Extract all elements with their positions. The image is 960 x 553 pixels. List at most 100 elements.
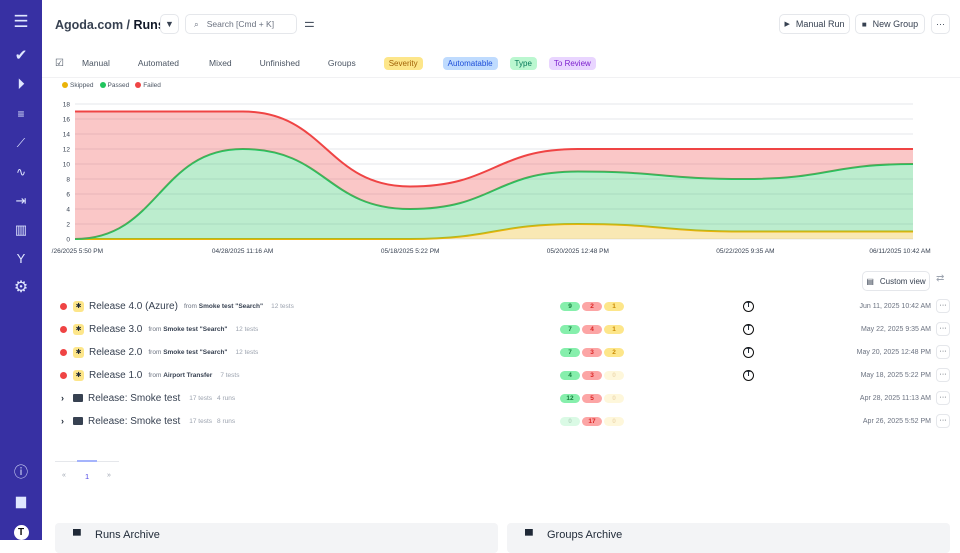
- chevron-right-icon[interactable]: ›: [61, 416, 64, 426]
- run-name[interactable]: Release 3.0: [89, 324, 142, 335]
- groups-archive-card[interactable]: ▀ Groups Archive: [507, 523, 950, 553]
- from-label: from: [148, 372, 161, 379]
- row-more-button[interactable]: ···: [936, 414, 950, 428]
- skipped-badge: 0: [604, 394, 624, 403]
- y-tick-label: 0: [66, 237, 70, 244]
- passed-badge: 7: [560, 348, 580, 357]
- view-icon: ▤: [866, 277, 874, 286]
- chevron-right-icon[interactable]: ›: [61, 393, 64, 403]
- assignee-avatar: T: [743, 370, 754, 381]
- avatar[interactable]: T: [0, 521, 42, 541]
- help-icon[interactable]: ⓘ: [0, 462, 42, 482]
- pagination-next[interactable]: »: [107, 472, 111, 479]
- run-source: Smoke test "Search": [163, 326, 227, 333]
- from-label: from: [148, 326, 161, 333]
- run-source: Smoke test "Search": [163, 349, 227, 356]
- y-tick-label: 10: [63, 162, 71, 169]
- failed-badge: 5: [582, 394, 602, 403]
- row-more-button[interactable]: ···: [936, 322, 950, 336]
- pagination-prev[interactable]: «: [62, 472, 66, 479]
- run-source: Smoke test "Search": [199, 303, 263, 310]
- row-more-button[interactable]: ···: [936, 299, 950, 313]
- groups-archive-label: Groups Archive: [547, 529, 622, 541]
- group-date: Apr 28, 2025 11:13 AM: [860, 395, 931, 402]
- skipped-badge: 0: [604, 417, 624, 426]
- x-tick-label: 04/28/2025 11:16 AM: [212, 248, 273, 255]
- run-date: May 20, 2025 12:48 PM: [857, 349, 931, 356]
- row-more-button[interactable]: ···: [936, 391, 950, 405]
- y-tick-label: 4: [66, 207, 70, 214]
- y-tick-label: 16: [63, 117, 71, 124]
- run-count: 8 runs: [217, 418, 235, 425]
- archive-icon: ▀: [73, 530, 81, 542]
- x-tick-label: 06/11/2025 10:42 AM: [869, 248, 930, 255]
- skipped-badge: 1: [604, 325, 624, 334]
- custom-view-button[interactable]: ▤ Custom view: [862, 271, 930, 291]
- run-date: Jun 11, 2025 10:42 AM: [860, 303, 931, 310]
- skipped-badge: 0: [604, 371, 624, 380]
- failed-status-icon: [60, 349, 67, 356]
- run-name[interactable]: Release 1.0: [89, 370, 142, 381]
- folder-icon[interactable]: ▆: [0, 491, 42, 511]
- y-tick-label: 6: [66, 192, 70, 199]
- passed-badge: 7: [560, 325, 580, 334]
- gear-icon[interactable]: ⚙: [0, 278, 42, 298]
- folder-icon: [73, 394, 83, 402]
- pagination-page[interactable]: 1: [85, 472, 89, 481]
- run-row[interactable]: ✱ Release 4.0 (Azure) from Smoke test "Sea…: [55, 295, 950, 317]
- x-tick-label: 05/22/2025 9:35 AM: [716, 248, 774, 255]
- failed-badge: 3: [582, 348, 602, 357]
- assignee-avatar: T: [743, 347, 754, 358]
- failed-status-icon: [60, 303, 67, 310]
- test-count: 17 tests: [189, 418, 212, 425]
- x-tick-label: /26/2025 5:50 PM: [52, 248, 103, 255]
- row-more-button[interactable]: ···: [936, 345, 950, 359]
- manual-run-icon: ✱: [73, 301, 84, 312]
- passed-badge: 12: [560, 394, 580, 403]
- passed-badge: 4: [560, 371, 580, 380]
- failed-badge: 2: [582, 302, 602, 311]
- manual-run-icon: ✱: [73, 324, 84, 335]
- pagination-indicator: [77, 460, 97, 462]
- custom-view-label: Custom view: [880, 277, 926, 286]
- row-more-button[interactable]: ···: [936, 368, 950, 382]
- x-tick-label: 05/18/2025 5:22 PM: [381, 248, 440, 255]
- run-row[interactable]: ✱ Release 3.0 from Smoke test "Search" 12 t…: [55, 318, 950, 340]
- run-count: 4 runs: [217, 395, 235, 402]
- test-count: 12 tests: [236, 326, 259, 333]
- y-tick-label: 2: [66, 222, 70, 229]
- failed-badge: 17: [582, 417, 602, 426]
- y-tick-label: 8: [66, 177, 70, 184]
- run-date: May 22, 2025 9:35 AM: [861, 326, 931, 333]
- skipped-badge: 1: [604, 302, 624, 311]
- manual-run-icon: ✱: [73, 347, 84, 358]
- archive-icon: ▀: [525, 530, 533, 542]
- run-source: Airport Transfer: [163, 372, 212, 379]
- group-name[interactable]: Release: Smoke test: [88, 393, 180, 404]
- from-label: from: [184, 303, 197, 310]
- test-count: 12 tests: [271, 303, 294, 310]
- sort-icon[interactable]: ⇄: [936, 273, 944, 284]
- failed-badge: 3: [582, 371, 602, 380]
- group-date: Apr 26, 2025 5:52 PM: [863, 418, 931, 425]
- group-name[interactable]: Release: Smoke test: [88, 416, 180, 427]
- x-tick-label: 05/20/2025 12:48 PM: [547, 248, 609, 255]
- passed-badge: 0: [560, 417, 580, 426]
- filter-icon: ▼: [165, 19, 174, 29]
- from-label: from: [148, 349, 161, 356]
- run-name[interactable]: Release 4.0 (Azure): [89, 301, 178, 312]
- skipped-badge: 2: [604, 348, 624, 357]
- run-name[interactable]: Release 2.0: [89, 347, 142, 358]
- runs-archive-label: Runs Archive: [95, 529, 160, 541]
- test-count: 17 tests: [189, 395, 212, 402]
- passed-badge: 9: [560, 302, 580, 311]
- folder-icon: [73, 417, 83, 425]
- filter-button[interactable]: ▼: [160, 14, 179, 34]
- y-tick-label: 12: [63, 147, 71, 154]
- runs-archive-card[interactable]: ▀ Runs Archive: [55, 523, 498, 553]
